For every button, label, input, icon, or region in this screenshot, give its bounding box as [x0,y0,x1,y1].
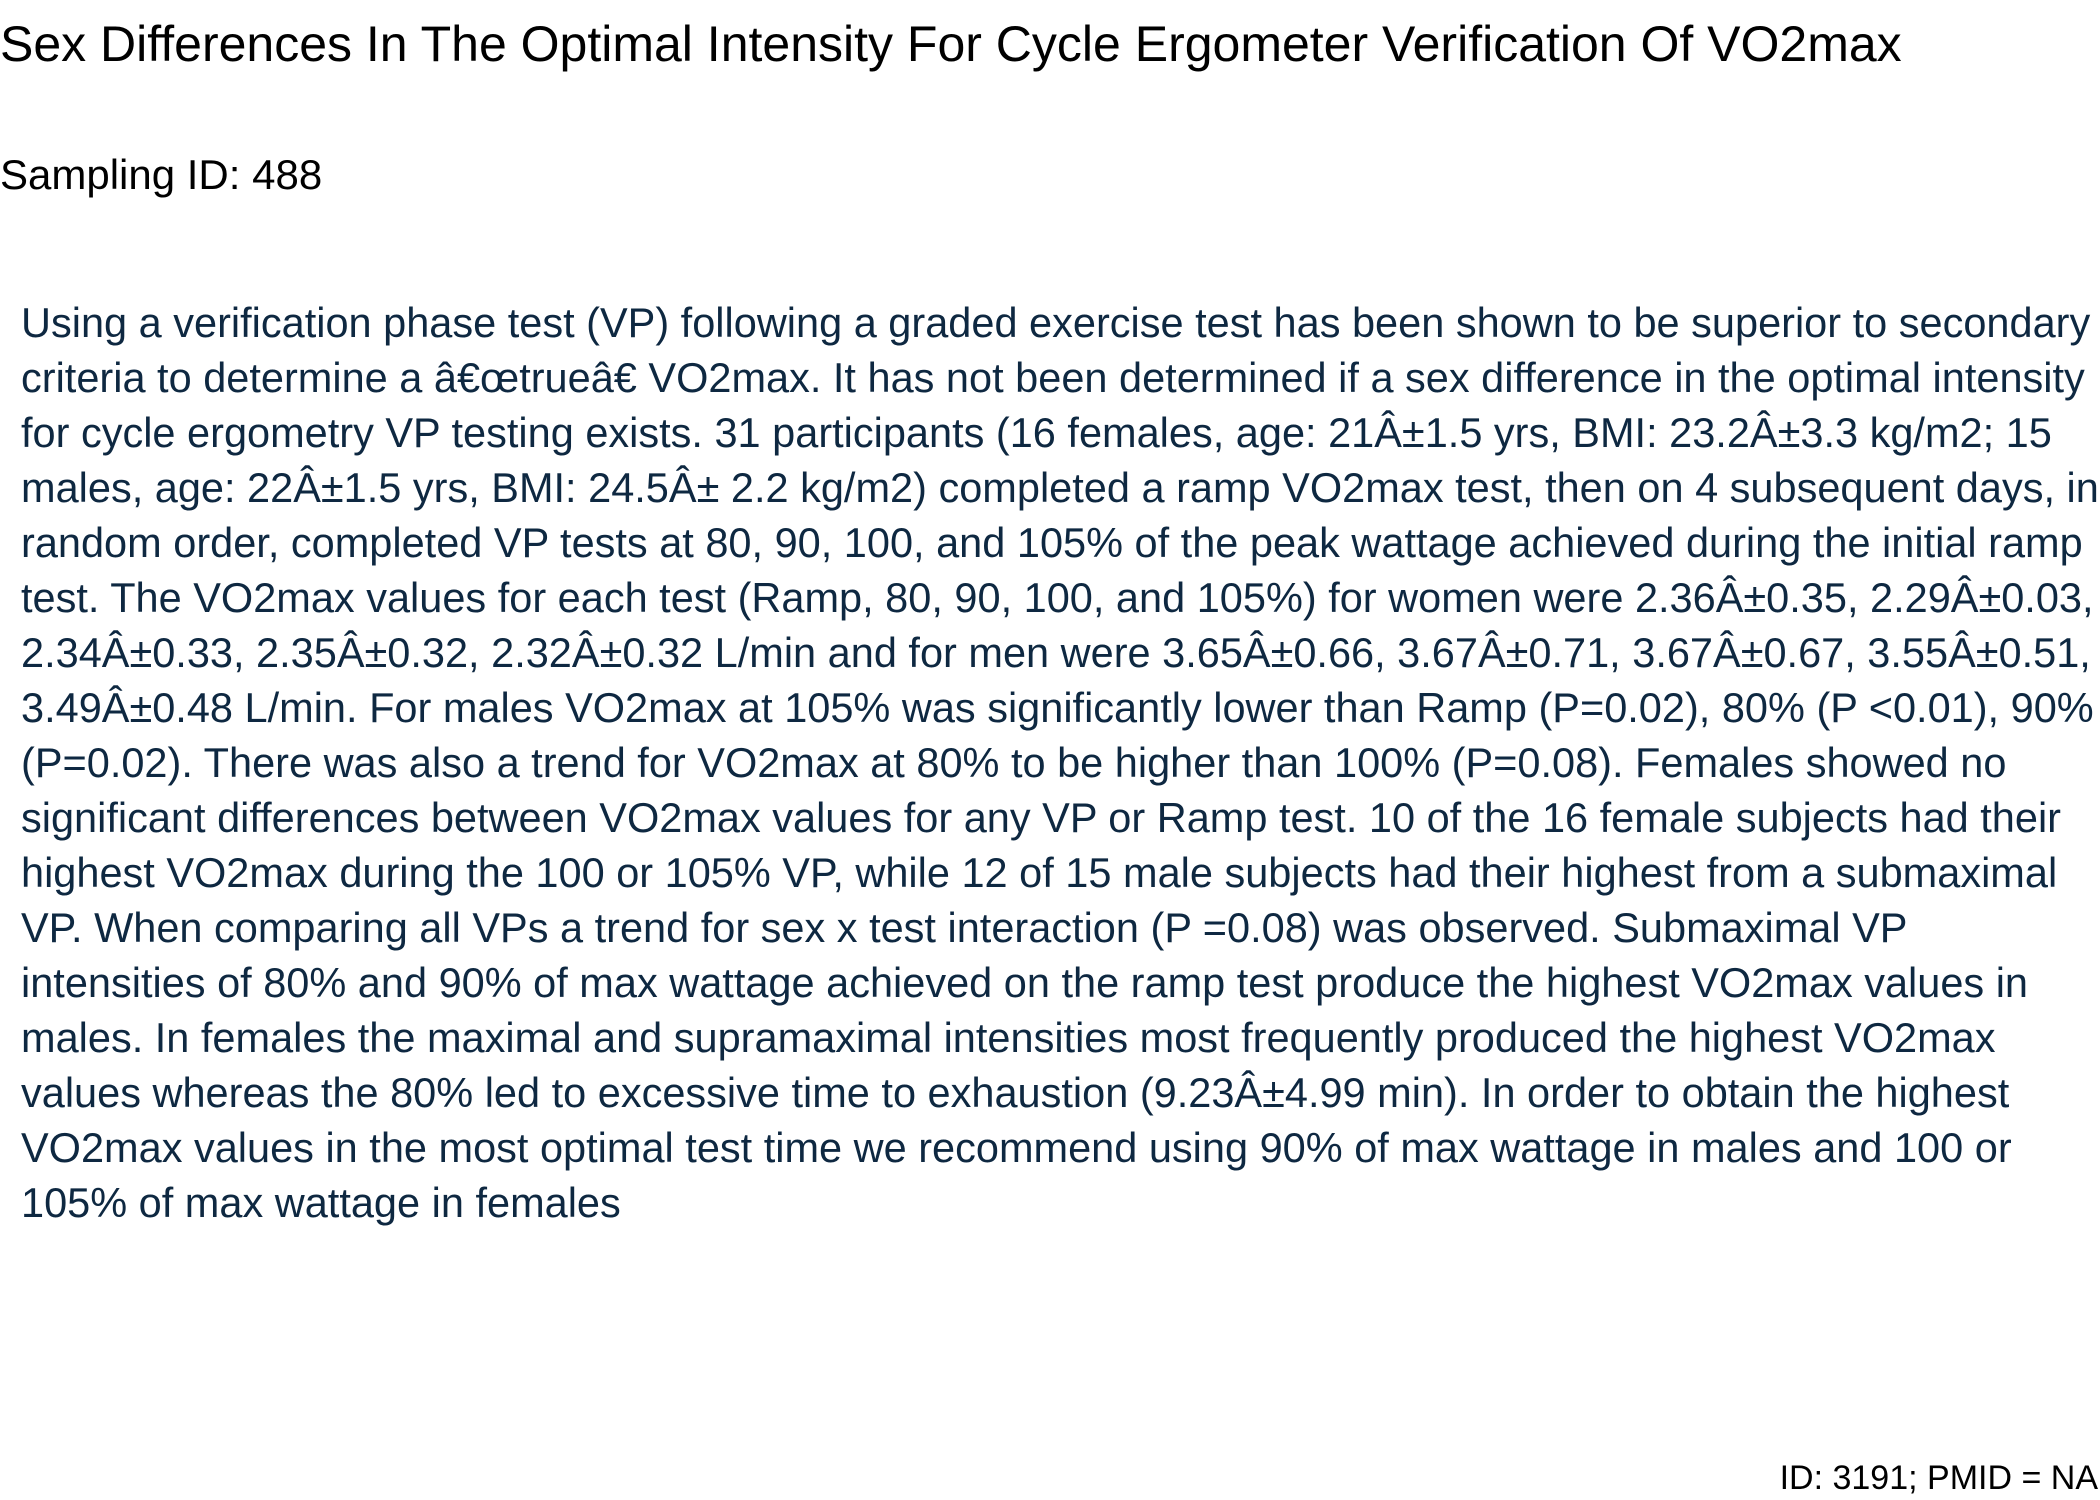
sampling-id: Sampling ID: 488 [0,151,323,198]
abstract-text: Using a verification phase test (VP) fol… [21,299,2099,1226]
document-id-footer: ID: 3191; PMID = NA [1779,1459,2098,1497]
document-title: Sex Differences In The Optimal Intensity… [0,16,1902,72]
